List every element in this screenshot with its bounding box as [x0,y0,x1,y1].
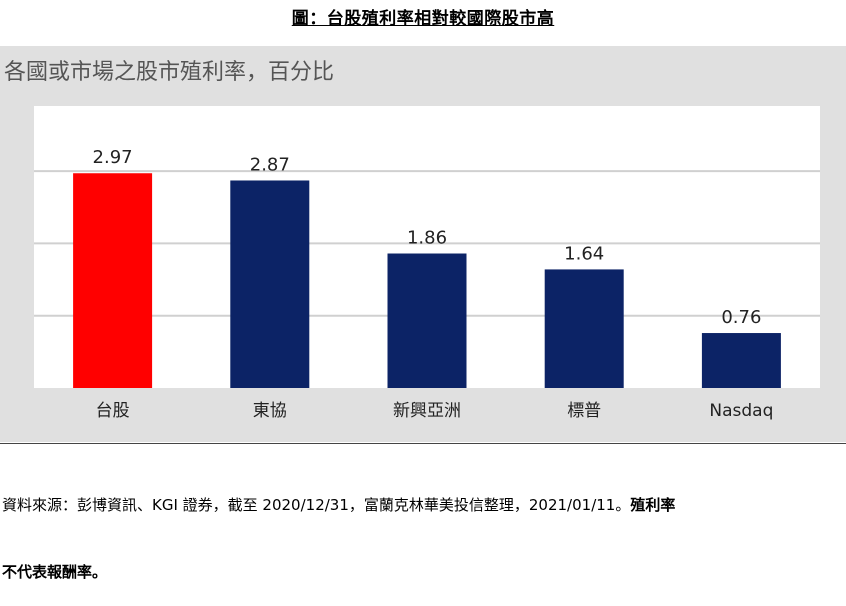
bar-1 [73,173,153,388]
note-bold-part1: 殖利率 [630,496,676,514]
bar-chart: 2.97 台股 2.87 東協 1.86 新興亞洲 1.64 標普 0.76 Nasdaq [34,106,820,421]
chart-panel: 各國或市場之股市殖利率，百分比 2.97 台股 2.87 東協 1.86 新興亞洲 1.64… [0,46,846,442]
bar-3 [387,253,467,388]
category-label-4: 標普 [567,401,601,421]
category-label-3: 新興亞洲 [393,401,461,421]
data-label-2: 2.87 [250,154,290,175]
data-label-1: 2.97 [93,147,133,168]
data-label-3: 1.86 [407,228,447,249]
bar-2 [230,180,310,388]
note-bold-part2: 不代表報酬率。 [2,563,108,581]
category-label-2: 東協 [253,401,287,421]
data-label-5: 0.76 [721,307,761,328]
data-label-4: 1.64 [564,243,604,264]
source-text: 資料來源：彭博資訊、KGI 證券，截至 2020/12/31，富蘭克林華美投信整… [2,496,631,514]
divider-line [0,443,846,444]
chart-title: 各國或市場之股市殖利率，百分比 [4,60,335,85]
footnote: 資料來源：彭博資訊、KGI 證券，截至 2020/12/31，富蘭克林華美投信整… [2,472,844,606]
category-label-5: Nasdaq [709,401,773,421]
category-label-1: 台股 [96,401,130,421]
bar-4 [544,269,624,388]
bar-5 [701,333,781,388]
figure-title: 圖：台股殖利率相對較國際股市高 [291,9,555,29]
